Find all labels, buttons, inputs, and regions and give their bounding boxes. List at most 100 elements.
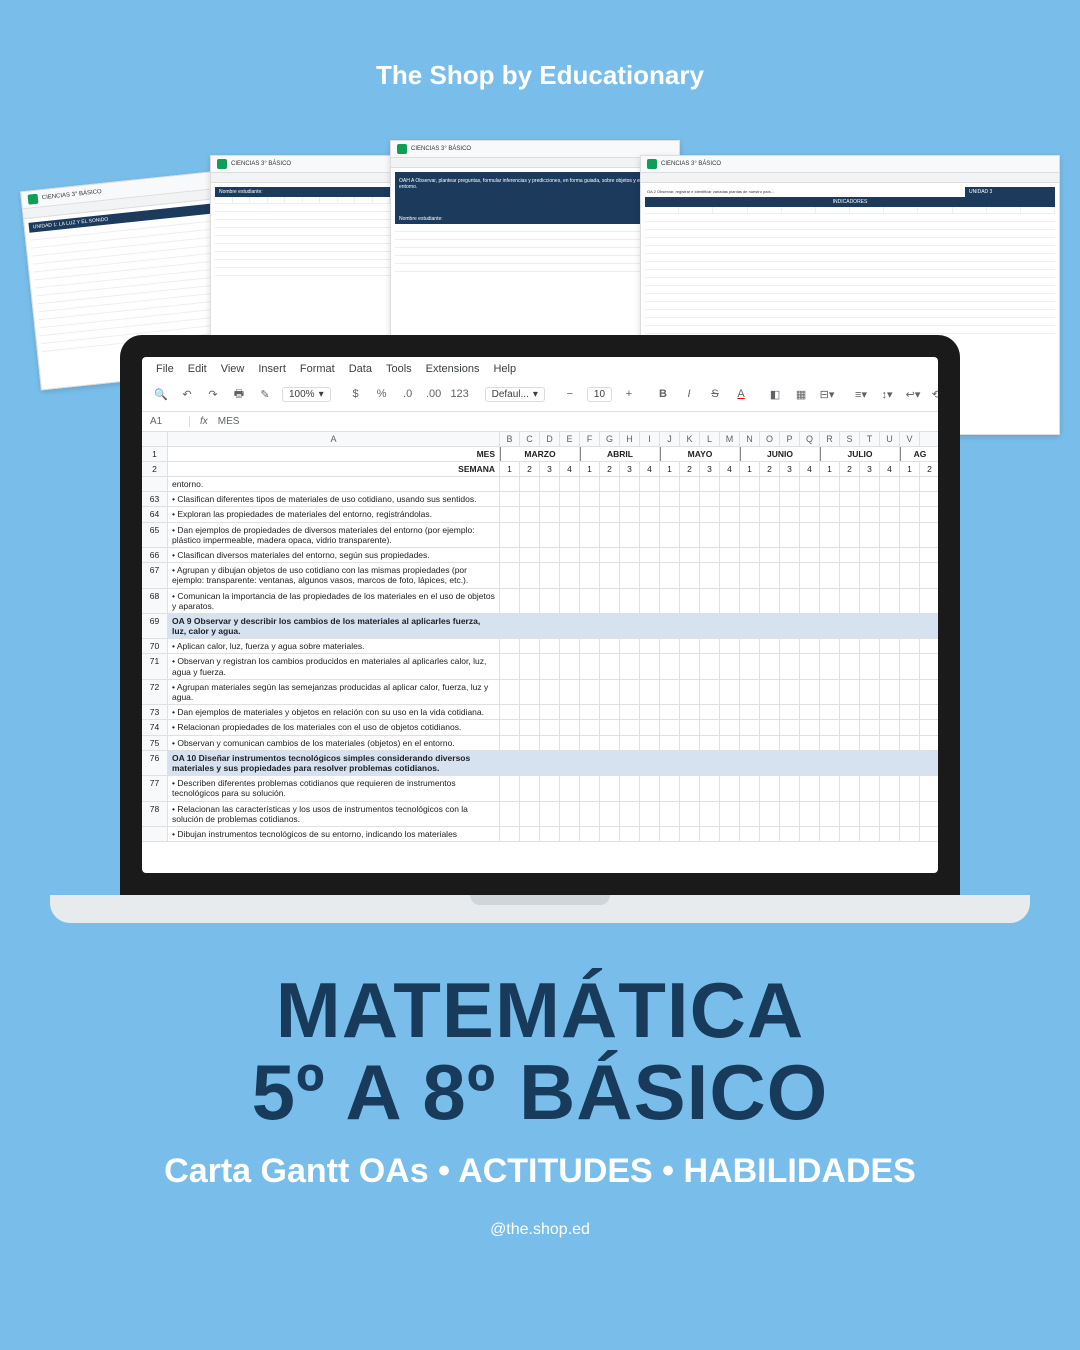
grid-cell[interactable] (920, 492, 938, 506)
grid-cell[interactable] (740, 827, 760, 841)
grid-cell[interactable] (780, 477, 800, 491)
grid-cell[interactable] (500, 736, 520, 750)
grid-cell[interactable] (740, 776, 760, 800)
grid-cell[interactable] (840, 614, 860, 638)
grid-cell[interactable] (860, 705, 880, 719)
grid-cell[interactable] (800, 548, 820, 562)
grid-cell[interactable] (700, 492, 720, 506)
print-icon[interactable]: 🖶 (230, 385, 248, 403)
grid-cell[interactable] (820, 614, 840, 638)
grid-cell[interactable] (500, 680, 520, 704)
grid-cell[interactable] (520, 776, 540, 800)
grid-cell[interactable] (900, 776, 920, 800)
grid-cell[interactable] (680, 523, 700, 547)
grid-cell[interactable] (560, 492, 580, 506)
font-size-input[interactable]: 10 (587, 387, 612, 402)
merge-icon[interactable]: ⊟▾ (818, 385, 836, 403)
grid-cell[interactable] (860, 548, 880, 562)
grid-cell[interactable] (600, 492, 620, 506)
grid-cell[interactable] (820, 827, 840, 841)
grid-cell[interactable] (900, 548, 920, 562)
grid-cell[interactable] (580, 736, 600, 750)
grid-cell[interactable] (740, 563, 760, 587)
column-header[interactable]: M (720, 432, 740, 446)
grid-cell[interactable] (500, 563, 520, 587)
grid-cell[interactable] (560, 776, 580, 800)
grid-cell[interactable] (520, 720, 540, 734)
italic-icon[interactable]: I (680, 385, 698, 403)
grid-cell[interactable] (780, 705, 800, 719)
menu-file[interactable]: File (156, 363, 174, 375)
grid-cell[interactable] (860, 639, 880, 653)
grid-cell[interactable] (620, 827, 640, 841)
grid-cell[interactable] (680, 548, 700, 562)
grid-cell[interactable] (700, 802, 720, 826)
grid-cell[interactable] (800, 827, 820, 841)
grid-cell[interactable] (820, 548, 840, 562)
grid-cell[interactable] (520, 680, 540, 704)
grid-cell[interactable] (800, 523, 820, 547)
grid-cell[interactable] (920, 776, 938, 800)
grid-cell[interactable] (700, 776, 720, 800)
column-header[interactable]: D (540, 432, 560, 446)
grid-cell[interactable] (700, 680, 720, 704)
table-row[interactable]: 64• Exploran las propiedades de material… (142, 507, 938, 522)
grid-cell[interactable] (700, 507, 720, 521)
grid-cell[interactable] (640, 736, 660, 750)
grid-cell[interactable] (780, 802, 800, 826)
menu-view[interactable]: View (221, 363, 245, 375)
grid-cell[interactable] (580, 827, 600, 841)
grid-cell[interactable] (500, 589, 520, 613)
grid-cell[interactable] (920, 563, 938, 587)
grid-cell[interactable] (840, 705, 860, 719)
grid-cell[interactable] (600, 548, 620, 562)
grid-cell[interactable] (620, 548, 640, 562)
grid-cell[interactable] (880, 751, 900, 775)
grid-cell[interactable] (720, 720, 740, 734)
column-header[interactable]: F (580, 432, 600, 446)
grid-cell[interactable] (580, 680, 600, 704)
grid-cell[interactable] (560, 477, 580, 491)
column-header[interactable]: U (880, 432, 900, 446)
increase-decimal-icon[interactable]: .00 (425, 385, 443, 403)
align-h-icon[interactable]: ≡▾ (852, 385, 870, 403)
grid-cell[interactable] (640, 654, 660, 678)
grid-cell[interactable] (880, 639, 900, 653)
grid-cell[interactable] (600, 736, 620, 750)
grid-cell[interactable] (580, 654, 600, 678)
grid-cell[interactable] (560, 614, 580, 638)
column-header[interactable]: A (168, 432, 500, 446)
grid-cell[interactable] (860, 492, 880, 506)
grid-cell[interactable] (860, 589, 880, 613)
grid-cell[interactable] (860, 477, 880, 491)
grid-cell[interactable] (760, 548, 780, 562)
grid-cell[interactable] (720, 776, 740, 800)
grid-cell[interactable] (520, 639, 540, 653)
grid-cell[interactable] (580, 523, 600, 547)
grid-cell[interactable] (720, 639, 740, 653)
grid-cell[interactable] (620, 492, 640, 506)
grid-cell[interactable] (660, 736, 680, 750)
grid-cell[interactable] (680, 720, 700, 734)
grid-cell[interactable] (780, 776, 800, 800)
grid-cell[interactable] (640, 827, 660, 841)
currency-icon[interactable]: $ (347, 385, 365, 403)
grid-cell[interactable] (600, 523, 620, 547)
fill-color-icon[interactable]: ◧ (766, 385, 784, 403)
font-select[interactable]: Defaul... ▾ (485, 387, 545, 402)
grid-cell[interactable] (840, 751, 860, 775)
grid-cell[interactable] (600, 751, 620, 775)
align-v-icon[interactable]: ↕▾ (878, 385, 896, 403)
grid-cell[interactable] (800, 563, 820, 587)
grid-cell[interactable] (920, 548, 938, 562)
grid-cell[interactable] (580, 776, 600, 800)
grid-cell[interactable] (640, 492, 660, 506)
grid-cell[interactable] (580, 705, 600, 719)
column-header[interactable]: G (600, 432, 620, 446)
column-header[interactable]: N (740, 432, 760, 446)
grid-cell[interactable] (680, 827, 700, 841)
grid-cell[interactable] (680, 477, 700, 491)
grid-cell[interactable] (680, 507, 700, 521)
grid-cell[interactable] (680, 639, 700, 653)
grid-cell[interactable] (920, 736, 938, 750)
